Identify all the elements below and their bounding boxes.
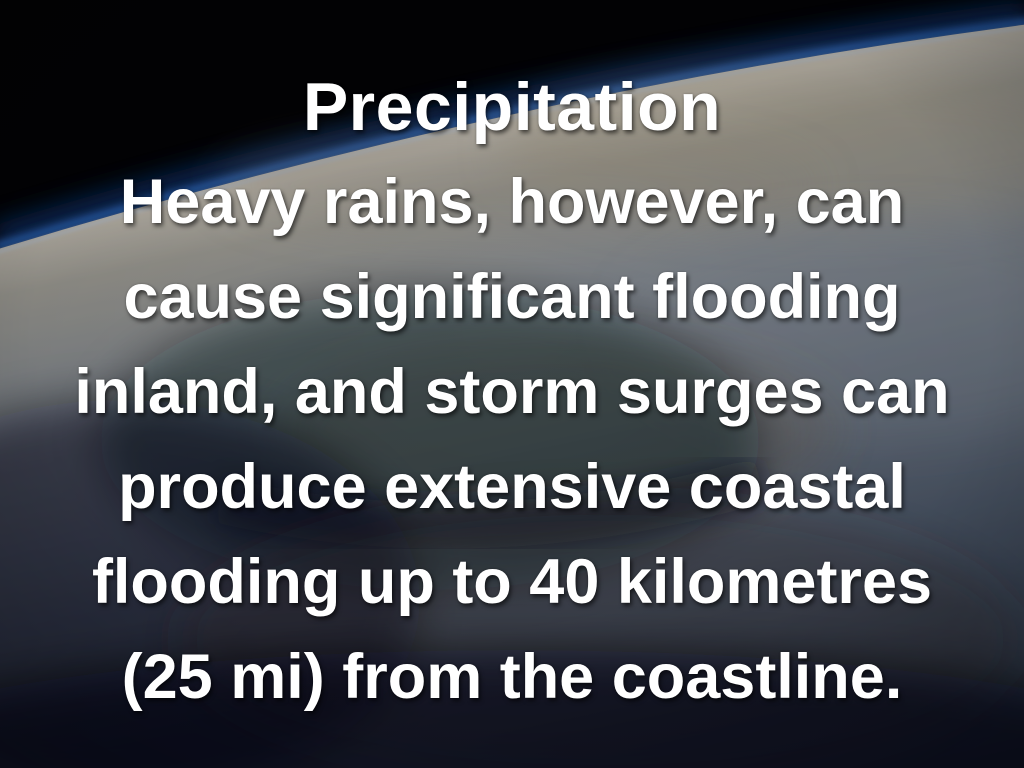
slide-body-line-3: inland, and storm surges can bbox=[74, 357, 950, 427]
slide-body-line-1: Heavy rains, however, can bbox=[119, 167, 905, 237]
slide-body-line-4: produce extensive coastal bbox=[118, 452, 906, 522]
slide-body-line-2: cause significant flooding bbox=[123, 262, 901, 332]
slide-body-line-6: (25 mi) from the coastline. bbox=[121, 642, 903, 712]
slide-title: Precipitation bbox=[302, 69, 722, 145]
slide-body-line-5: flooding up to 40 kilometres bbox=[91, 547, 933, 617]
